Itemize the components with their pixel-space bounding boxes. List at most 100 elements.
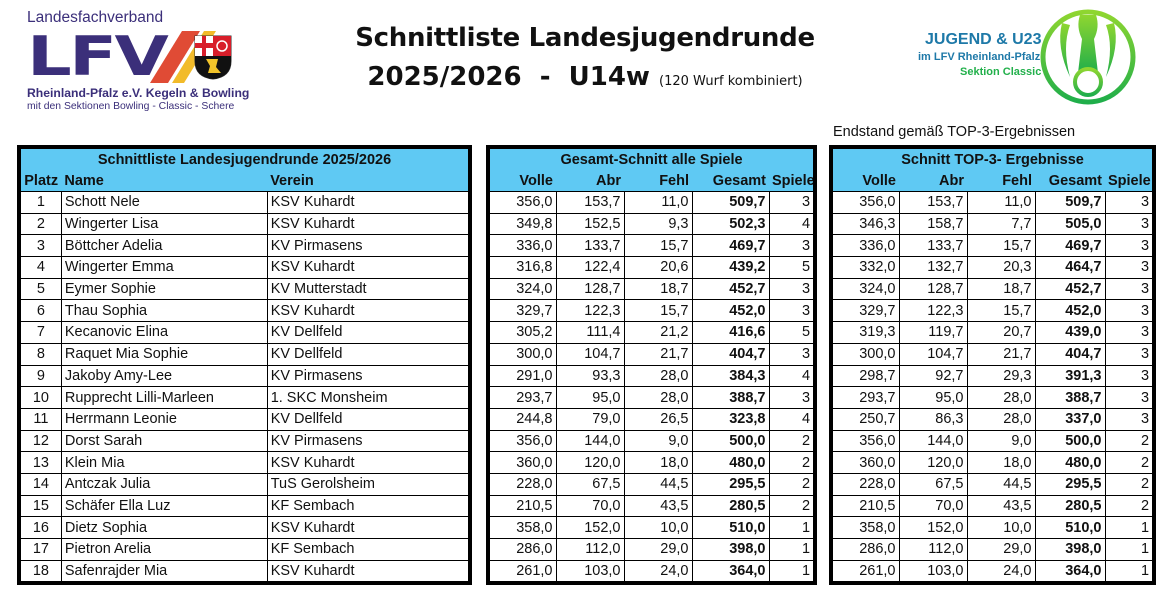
col-header-platz: Platz [19,170,62,192]
cell-abr: 95,0 [555,386,625,409]
table-row: 360,0 120,0 18,0 480,0 2 [487,451,816,474]
cell-verein: KSV Kuhardt [266,451,471,474]
cell-gesamt: 452,0 [1034,299,1106,323]
cell-platz: 8 [18,342,62,366]
cell-name: Wingerter Lisa [60,212,268,236]
cell-volle: 228,0 [487,472,557,496]
table-row: 3 Böttcher Adelia KV Pirmasens [18,234,471,258]
cell-name: Kecanovic Elina [60,321,268,344]
cell-spiele: 3 [1104,256,1155,279]
cell-volle: 210,5 [830,494,900,518]
cell-fehl: 44,5 [966,472,1036,496]
cell-abr: 86,3 [898,407,968,431]
table-row: 12 Dorst Sarah KV Pirmasens [18,429,471,453]
cell-spiele: 3 [768,277,816,301]
table-row: 18 Safenrajder Mia KSV Kuhardt [18,559,471,584]
cell-name: Herrmann Leonie [60,407,268,431]
cell-volle: 360,0 [487,451,557,474]
cell-abr: 112,0 [555,538,625,561]
cell-volle: 356,0 [487,429,557,453]
cell-spiele: 4 [768,212,816,236]
cell-verein: KV Mutterstadt [266,277,471,301]
cell-volle: 329,7 [830,299,900,323]
cell-fehl: 9,0 [966,429,1036,453]
table-row: 305,2 111,4 21,2 416,6 5 [487,321,816,344]
cell-fehl: 7,7 [966,212,1036,236]
cell-verein: KV Dellfeld [266,342,471,366]
cell-volle: 346,3 [830,212,900,236]
cell-platz: 4 [18,256,62,279]
table-row: 319,3 119,7 20,7 439,0 3 [830,321,1155,344]
cell-spiele: 1 [768,516,816,539]
cell-platz: 13 [18,451,62,474]
cell-volle: 349,8 [487,212,557,236]
table-row: 360,0 120,0 18,0 480,0 2 [830,451,1155,474]
cell-platz: 12 [18,429,62,453]
cell-name: Klein Mia [60,451,268,474]
jugend-logo-line1: JUGEND & U23 [925,31,1042,48]
cell-volle: 356,0 [487,191,557,214]
cell-platz: 11 [18,407,62,431]
jugend-logo-line2: im LFV Rheinland-Pfalz [918,51,1041,63]
cell-platz: 5 [18,277,62,301]
all-games-table: Gesamt-Schnitt alle Spiele Volle Abr Fehl G… [486,145,818,586]
cell-volle: 291,0 [487,364,557,388]
cell-volle: 228,0 [830,472,900,496]
cell-verein: KV Pirmasens [266,429,471,453]
cell-abr: 152,0 [898,516,968,539]
cell-abr: 128,7 [898,277,968,301]
cell-spiele: 2 [1104,451,1155,474]
cell-fehl: 24,0 [623,559,693,584]
cell-fehl: 44,5 [623,472,693,496]
endstand-note: Endstand gemäß TOP-3-Ergebnissen [833,124,1076,140]
cell-volle: 356,0 [830,429,900,453]
cell-spiele: 3 [768,191,816,214]
table-row: 332,0 132,7 20,3 464,7 3 [830,256,1155,279]
cell-fehl: 18,0 [623,451,693,474]
cell-gesamt: 480,0 [691,451,770,474]
cell-fehl: 26,5 [623,407,693,431]
cell-verein: KSV Kuhardt [266,256,471,279]
table-row: 356,0 153,7 11,0 509,7 3 [487,191,816,214]
cell-volle: 358,0 [830,516,900,539]
cell-gesamt: 323,8 [691,407,770,431]
cell-volle: 316,8 [487,256,557,279]
cell-spiele: 4 [768,407,816,431]
cell-spiele: 2 [1104,494,1155,518]
cell-platz: 14 [18,472,62,496]
cell-platz: 1 [18,191,62,214]
cell-spiele: 3 [1104,212,1155,236]
cell-name: Safenrajder Mia [60,559,268,584]
cell-platz: 7 [18,321,62,344]
cell-abr: 133,7 [898,234,968,258]
cell-spiele: 3 [1104,299,1155,323]
cell-fehl: 29,0 [623,538,693,561]
cell-fehl: 28,0 [966,407,1036,431]
cell-spiele: 3 [1104,364,1155,388]
table-row: 286,0 112,0 29,0 398,0 1 [487,538,816,561]
table-row: 8 Raquet Mia Sophie KV Dellfeld [18,342,471,366]
cell-spiele: 2 [1104,429,1155,453]
cell-abr: 104,7 [555,342,625,366]
subtitle-note: (120 Wurf kombiniert) [659,74,803,89]
cell-gesamt: 480,0 [1034,451,1106,474]
col-header-verein: Verein [267,170,470,192]
col-header-abr: Abr [556,170,624,192]
table-row: 358,0 152,0 10,0 510,0 1 [830,516,1155,539]
cell-gesamt: 280,5 [691,494,770,518]
cell-spiele: 1 [768,538,816,561]
cell-verein: KV Pirmasens [266,364,471,388]
cell-spiele: 2 [768,451,816,474]
table-row: 261,0 103,0 24,0 364,0 1 [487,559,816,584]
cell-gesamt: 416,6 [691,321,770,344]
page-title: Schnittliste Landesjugendrunde [355,23,815,53]
cell-gesamt: 404,7 [691,342,770,366]
cell-fehl: 10,0 [623,516,693,539]
all-games-table-title: Gesamt-Schnitt alle Spiele [488,147,816,170]
table-row: 293,7 95,0 28,0 388,7 3 [830,386,1155,409]
cell-volle: 261,0 [487,559,557,584]
cell-gesamt: 500,0 [1034,429,1106,453]
cell-spiele: 3 [1104,407,1155,431]
cell-spiele: 3 [1104,191,1155,214]
cell-abr: 152,0 [555,516,625,539]
